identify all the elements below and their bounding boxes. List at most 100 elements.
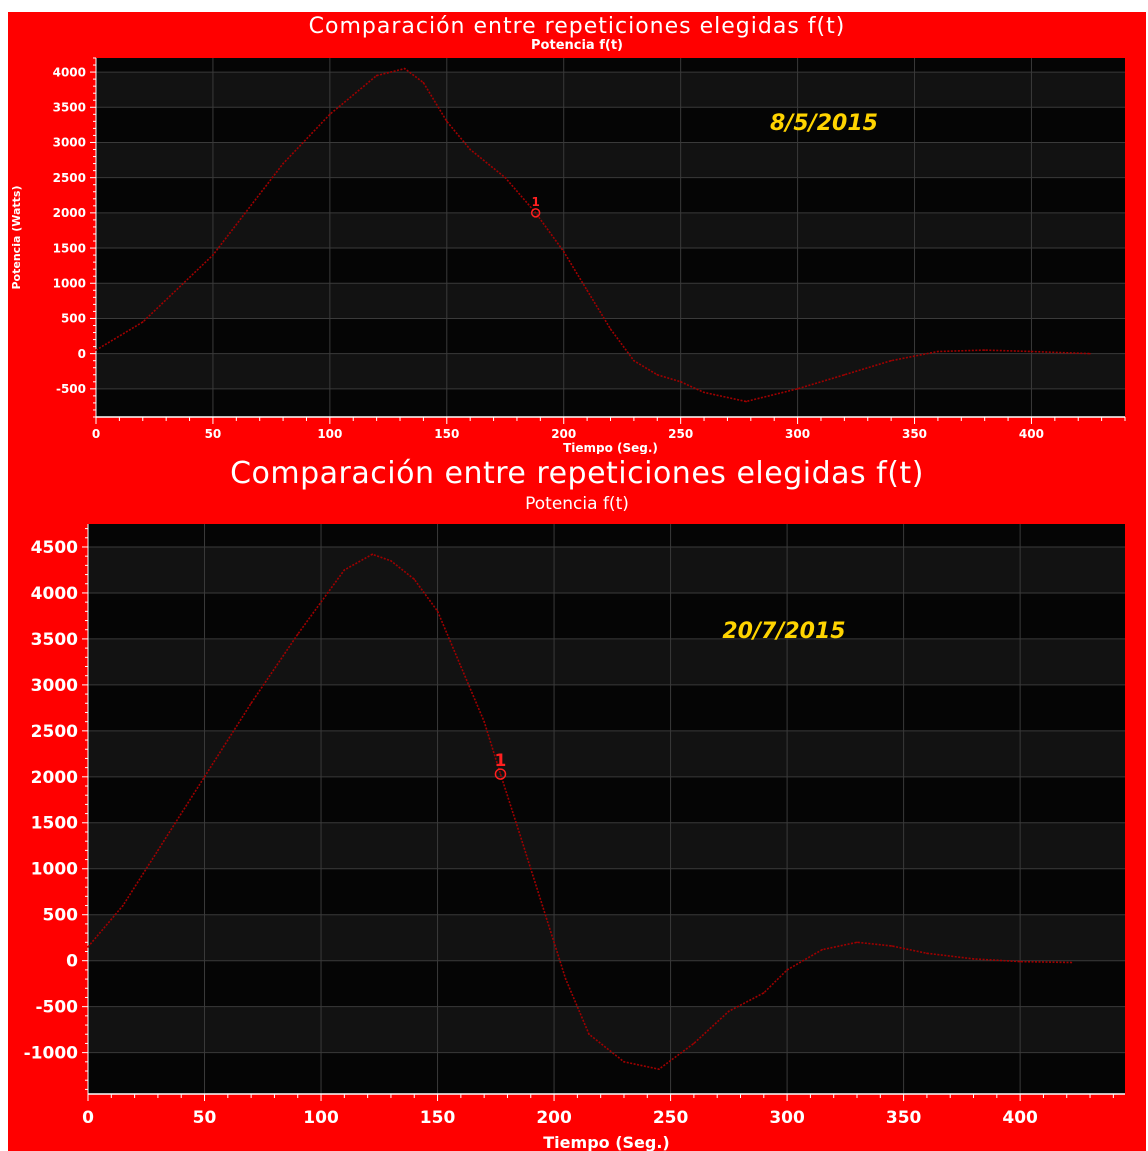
series-point <box>504 176 507 179</box>
series-point <box>1089 352 1091 355</box>
series-point <box>843 373 846 376</box>
grid-band <box>96 142 1125 178</box>
series-point <box>786 969 788 971</box>
series-point <box>296 633 299 636</box>
series-point <box>390 559 392 562</box>
y-tick-label: 4000 <box>53 65 86 79</box>
series-point <box>937 350 939 353</box>
series-point <box>1019 960 1021 963</box>
y-tick-label: -1000 <box>24 1044 79 1064</box>
chart-subtitle: Potencia f(t) <box>525 494 629 514</box>
marker-point <box>530 208 541 218</box>
x-tick-label: 400 <box>1019 427 1044 441</box>
y-tick-label: 3000 <box>31 676 78 696</box>
series-point <box>203 776 206 778</box>
x-tick-label: 100 <box>303 1108 339 1128</box>
series-point <box>371 553 374 556</box>
y-tick-label: 500 <box>43 906 79 926</box>
series-point <box>1070 961 1073 964</box>
series-point <box>87 946 89 948</box>
y-tick-label: 2000 <box>31 768 78 788</box>
series-point <box>436 610 439 613</box>
y-tick-label: 4500 <box>31 538 78 558</box>
series-point <box>762 992 765 994</box>
series-point <box>422 81 425 84</box>
chart-panel-top: Comparación entre repeticiones elegidas … <box>8 12 1146 454</box>
x-tick-label: 250 <box>653 1108 689 1128</box>
series-point <box>460 665 462 668</box>
series-point <box>562 250 565 253</box>
series-point <box>483 720 485 723</box>
y-tick-label: 2500 <box>53 171 86 185</box>
y-tick-label: 2000 <box>53 206 86 220</box>
series-point <box>403 67 406 70</box>
series-point <box>518 831 520 833</box>
series-point <box>541 904 544 907</box>
grid-band <box>96 353 1125 389</box>
series-point <box>891 945 893 947</box>
y-tick-label: 2500 <box>31 722 78 742</box>
marker-point <box>494 768 507 780</box>
series-point <box>1030 350 1033 353</box>
grid-band <box>96 283 1125 319</box>
y-tick-label: 1000 <box>53 276 86 290</box>
series-point <box>728 1010 730 1013</box>
series-point <box>890 359 892 362</box>
series-point <box>821 948 823 951</box>
chart-panel-bottom: Comparación entre repeticiones elegidas … <box>8 454 1146 1151</box>
series-point <box>623 1061 625 1063</box>
y-tick-label: -500 <box>56 382 86 396</box>
series-point <box>445 120 448 123</box>
series-point <box>926 952 928 955</box>
y-tick-label: -500 <box>35 998 78 1018</box>
y-tick-label: 3500 <box>53 100 86 114</box>
date-annotation: 8/5/2015 <box>770 111 878 136</box>
series-point <box>633 359 635 362</box>
y-tick-label: 500 <box>61 312 86 326</box>
series-point <box>856 941 858 944</box>
y-tick-label: 3000 <box>53 136 86 150</box>
series-point <box>499 773 502 775</box>
series-point <box>796 388 799 390</box>
x-tick-label: 150 <box>420 1108 456 1128</box>
x-tick-label: 100 <box>317 427 342 441</box>
y-tick-label: 1500 <box>31 814 78 834</box>
series-point <box>564 978 567 980</box>
series-point <box>679 381 682 383</box>
series-point <box>343 569 346 571</box>
y-axis-label: Potencia (Watts) <box>10 186 23 290</box>
series-point <box>329 113 331 116</box>
series-point <box>656 373 659 376</box>
y-tick-label: 1000 <box>31 860 78 880</box>
series-point <box>609 328 612 330</box>
grid-band <box>88 822 1125 869</box>
series-point <box>972 958 975 960</box>
series-point <box>141 321 144 323</box>
y-tick-label: 1500 <box>53 241 86 255</box>
chart-subtitle: Potencia f(t) <box>531 38 623 53</box>
chart-title: Comparación entre repeticiones elegidas … <box>230 456 924 491</box>
x-tick-label: 0 <box>92 427 100 441</box>
y-tick-label: 3500 <box>31 630 78 650</box>
x-tick-label: 200 <box>551 427 576 441</box>
y-tick-label: 4000 <box>31 584 78 604</box>
grid-band <box>96 212 1125 249</box>
x-tick-label: 50 <box>193 1108 217 1128</box>
grid-band <box>88 1006 1125 1053</box>
series-point <box>588 1033 590 1036</box>
series-point <box>157 849 159 852</box>
series-point <box>658 1068 660 1070</box>
chart-svg: 0 50 100 150 200 250 300 350 400 -1000 -500 0 500 100… <box>24 524 1125 1151</box>
grid-band <box>88 638 1125 685</box>
chart-svg: 0 50 100 150 200 250 300 350 400 -500 0 500 1000 1500… <box>10 57 1126 454</box>
marker-label: 1 <box>495 751 507 771</box>
x-tick-label: 300 <box>785 427 810 441</box>
grid-band <box>88 730 1125 777</box>
x-tick-label: 400 <box>1002 1108 1038 1128</box>
x-tick-label: 200 <box>536 1108 572 1128</box>
series-point <box>413 578 416 580</box>
x-tick-label: 150 <box>434 427 459 441</box>
series-point <box>983 349 986 351</box>
x-tick-label: 250 <box>668 427 693 441</box>
series-point <box>745 400 747 403</box>
